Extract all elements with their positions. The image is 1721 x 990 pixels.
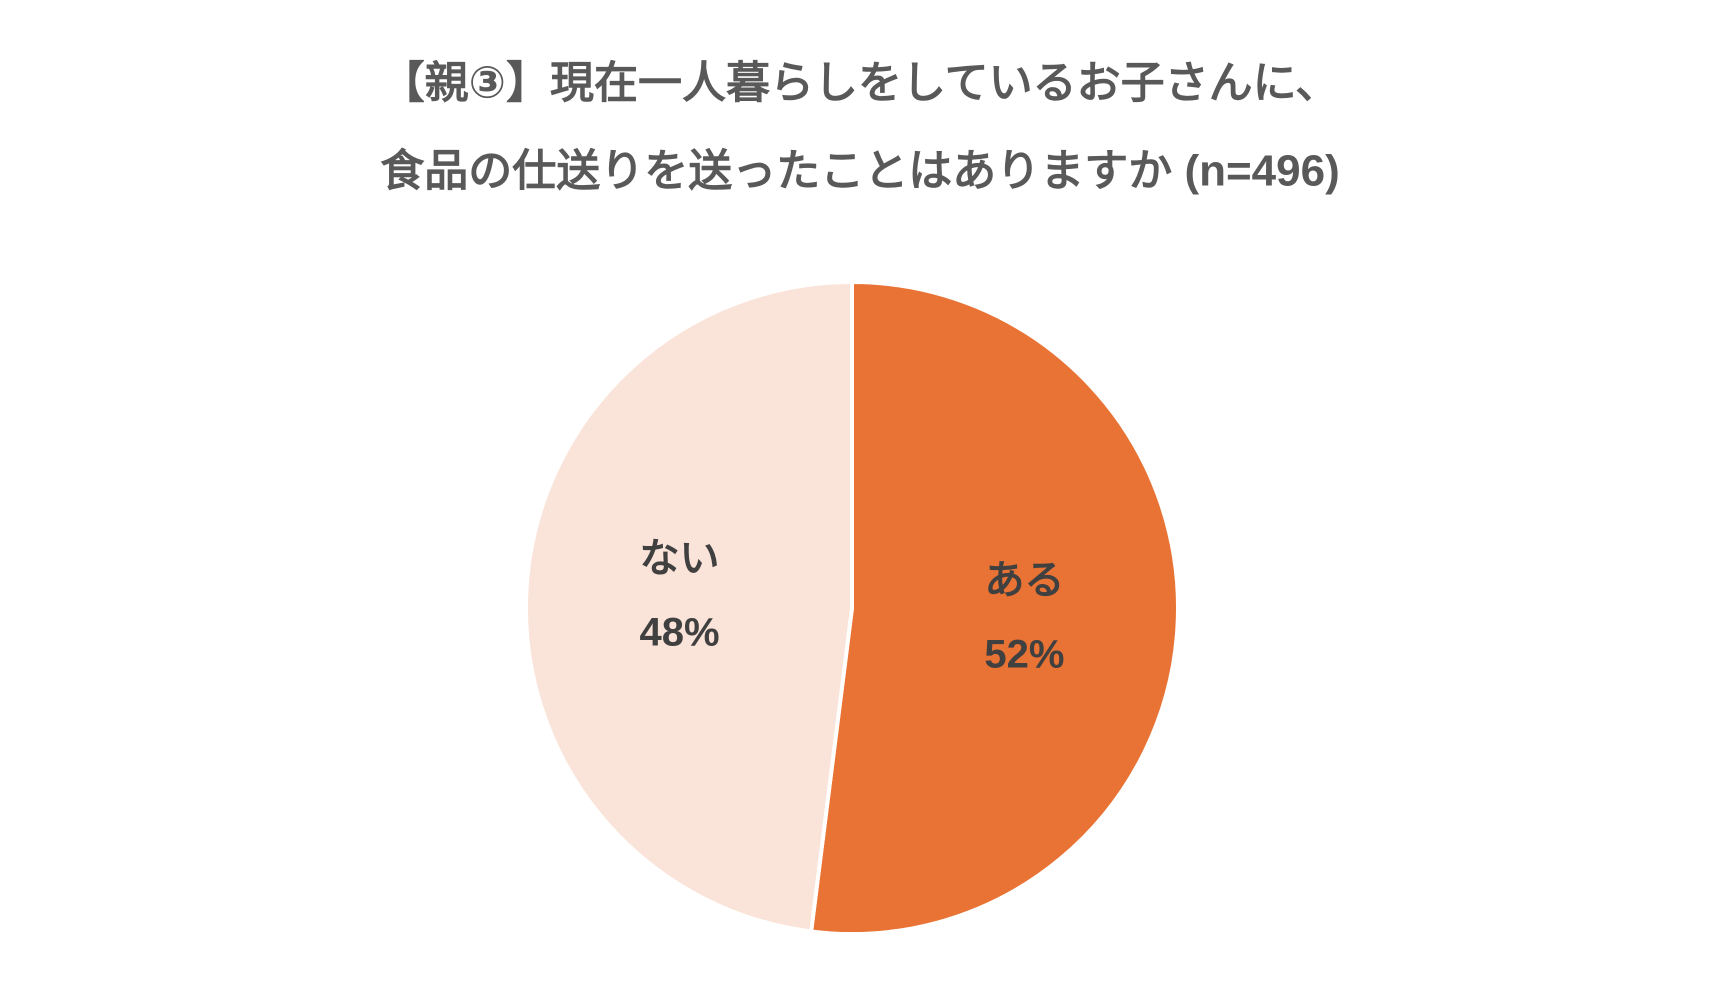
value-label: 52% <box>984 632 1064 676</box>
value-label: 48% <box>640 611 720 655</box>
slice-label: ない <box>640 537 720 581</box>
pie-slice <box>809 280 1180 936</box>
chart-title: 食品の仕送りを送ったことはありますか (n=496) <box>380 147 1340 196</box>
pie-slice <box>524 280 854 934</box>
chart-title: 【親③】現在一人暮らしをしているお子さんに、 <box>381 59 1340 108</box>
slice-label: ある <box>984 558 1064 602</box>
